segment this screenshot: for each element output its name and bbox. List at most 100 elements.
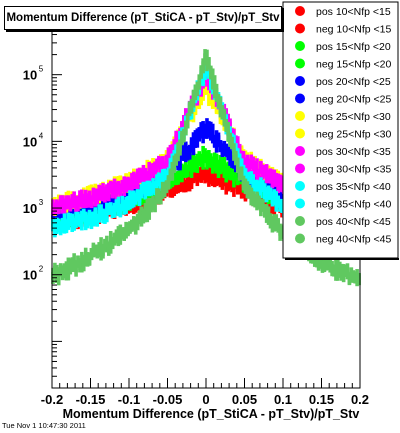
marker [224, 118, 229, 131]
marker [58, 264, 63, 277]
marker [214, 140, 219, 153]
legend-marker [295, 233, 305, 244]
marker [207, 74, 211, 87]
marker [172, 155, 177, 168]
marker [60, 201, 65, 214]
marker [226, 121, 230, 134]
marker [197, 74, 202, 87]
marker [201, 168, 205, 181]
marker [174, 179, 178, 192]
marker [257, 169, 261, 182]
marker [235, 170, 240, 183]
x-tick-label: 0.1 [274, 392, 292, 407]
marker [114, 187, 119, 200]
marker [220, 143, 225, 156]
marker [183, 123, 188, 136]
marker [234, 166, 238, 179]
marker [80, 218, 84, 231]
marker [191, 110, 196, 123]
marker [347, 272, 352, 285]
marker [135, 189, 140, 202]
marker [234, 175, 238, 188]
legend-marker [295, 128, 305, 139]
marker [133, 184, 138, 197]
marker [210, 156, 215, 169]
marker [130, 219, 134, 232]
marker [228, 144, 232, 157]
marker [151, 195, 155, 208]
legend-entry: neg 40<Nfp <45 [316, 234, 391, 246]
marker [174, 153, 178, 166]
marker [112, 232, 117, 245]
marker [62, 221, 67, 234]
marker [210, 77, 215, 90]
marker [133, 173, 138, 186]
y-tick-label: 10 [23, 201, 37, 216]
marker [195, 153, 200, 166]
marker [326, 254, 331, 267]
marker [234, 160, 238, 173]
marker [320, 260, 325, 273]
marker [108, 180, 113, 193]
marker [276, 181, 280, 194]
marker [205, 59, 209, 72]
marker [78, 204, 82, 217]
marker [143, 203, 148, 216]
marker [60, 265, 65, 278]
marker [80, 210, 84, 223]
marker [264, 210, 269, 223]
marker [234, 153, 238, 166]
y-tick-label: 10 [23, 134, 37, 149]
marker [120, 227, 125, 240]
marker [193, 88, 198, 101]
marker [278, 199, 282, 212]
legend-entry: pos 10<Nfp <15 [316, 6, 391, 18]
legend-entry: pos 20<Nfp <25 [316, 76, 391, 88]
marker [191, 152, 196, 165]
marker [83, 254, 88, 267]
marker [80, 251, 84, 264]
legend-marker [295, 216, 305, 226]
marker [97, 204, 101, 217]
marker [187, 179, 192, 192]
marker [66, 268, 71, 281]
marker [230, 180, 234, 193]
marker [110, 205, 115, 218]
marker [232, 134, 236, 147]
marker [203, 49, 207, 62]
marker [214, 153, 219, 166]
marker [278, 223, 282, 236]
marker [245, 181, 250, 194]
marker [274, 199, 279, 212]
legend: pos 10<Nfp <15 neg 10<Nfp <15 pos 15<Nfp <… [282, 1, 399, 260]
marker [255, 168, 259, 181]
marker [268, 187, 273, 200]
marker [210, 96, 215, 109]
marker [72, 253, 76, 266]
marker [232, 148, 236, 161]
marker [128, 190, 132, 203]
marker [153, 183, 157, 196]
legend-marker [295, 23, 305, 34]
marker [272, 219, 277, 232]
x-tick-label: 0 [202, 392, 209, 407]
marker [176, 142, 180, 155]
marker [106, 202, 111, 215]
marker [253, 171, 257, 184]
marker [178, 139, 182, 152]
marker [237, 182, 242, 195]
marker [212, 169, 217, 182]
legend-marker [295, 76, 305, 86]
marker [105, 210, 109, 223]
marker [253, 179, 257, 192]
marker [174, 144, 178, 157]
marker [262, 205, 267, 218]
marker [235, 157, 240, 170]
marker [255, 198, 259, 211]
marker [68, 213, 73, 226]
marker [151, 178, 155, 191]
marker [70, 207, 75, 220]
marker [324, 258, 329, 271]
marker [334, 268, 338, 281]
